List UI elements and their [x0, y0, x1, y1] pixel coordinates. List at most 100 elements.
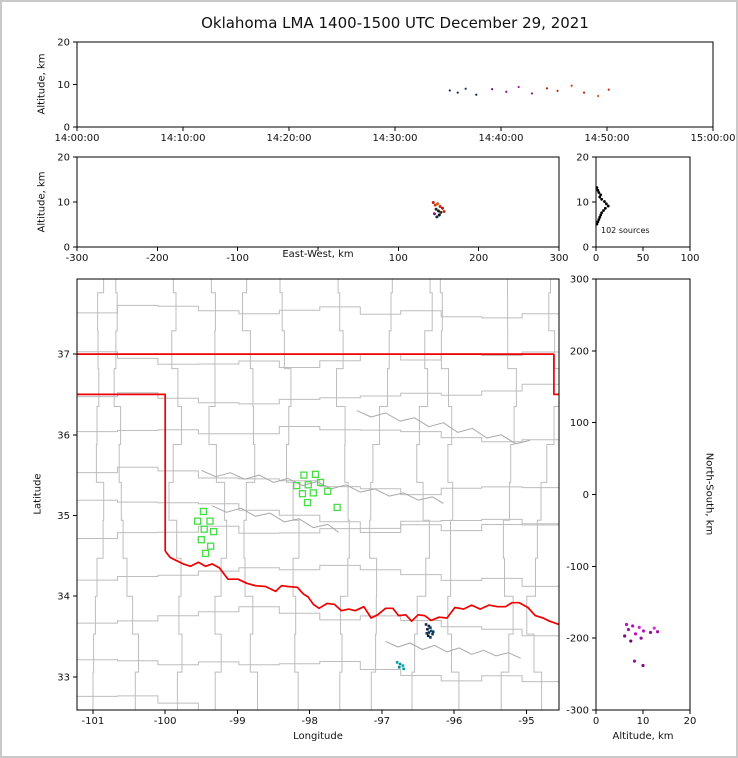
alt_histogram-frame	[595, 156, 691, 248]
svg-text:-100: -100	[566, 562, 589, 573]
scatter-point	[448, 89, 451, 92]
svg-text:0: 0	[64, 243, 70, 254]
scatter-point	[599, 213, 603, 217]
scatter-point	[437, 209, 440, 213]
lma-station-marker	[201, 549, 210, 558]
ns_height-panel: 0 10 20 300 200 100 0 -100 -200 -300	[566, 275, 696, 728]
scatter-point	[607, 88, 610, 91]
scatter-point	[491, 88, 494, 91]
scatter-point	[633, 632, 638, 636]
svg-text:10: 10	[576, 198, 589, 209]
lightning-source-point	[401, 664, 405, 667]
svg-text:-95: -95	[518, 716, 534, 727]
svg-text:-100: -100	[226, 253, 249, 264]
svg-text:35: 35	[57, 511, 70, 522]
scatter-point	[464, 87, 467, 90]
time_height-frame	[76, 41, 714, 128]
svg-text:-200: -200	[146, 253, 169, 264]
svg-text:10: 10	[57, 198, 70, 209]
scatter-point	[623, 634, 627, 638]
scatter-point	[596, 222, 599, 226]
scatter-point	[437, 213, 441, 217]
svg-text:0: 0	[64, 123, 70, 134]
lma-station-marker	[324, 487, 332, 495]
svg-text:0: 0	[593, 716, 599, 727]
svg-text:15:00:00: 15:00:00	[691, 133, 736, 144]
map-content	[77, 279, 559, 710]
svg-text:-101: -101	[82, 716, 105, 727]
scatter-point	[442, 209, 446, 213]
svg-text:200: 200	[469, 253, 488, 264]
scatter-point	[436, 202, 440, 206]
lightning-source-point	[431, 630, 435, 634]
scatter-point	[604, 206, 607, 210]
svg-text:10: 10	[57, 80, 70, 91]
lma-station-marker	[304, 481, 312, 489]
svg-text:20: 20	[57, 38, 70, 49]
svg-text:20: 20	[57, 153, 70, 164]
scatter-point	[545, 87, 549, 90]
ew_height-frame	[76, 156, 560, 248]
lightning-source-point	[426, 627, 429, 631]
scatter-point	[432, 212, 436, 216]
scatter-point	[631, 624, 635, 628]
lma-station-marker	[197, 536, 205, 544]
svg-text:20: 20	[684, 716, 697, 727]
lma-station-marker	[200, 525, 208, 533]
scatter-point	[624, 622, 629, 627]
scatter-point	[655, 630, 660, 634]
lightning-source-point	[397, 665, 401, 669]
scatter-point	[603, 200, 606, 203]
svg-text:34: 34	[57, 592, 70, 603]
svg-text:-96: -96	[446, 716, 462, 727]
svg-text:14:00:00: 14:00:00	[55, 133, 100, 144]
scatter-point	[599, 193, 603, 197]
scatter-point	[570, 84, 573, 87]
scatter-point	[530, 92, 534, 95]
lightning-source-point	[402, 667, 405, 671]
svg-text:-300: -300	[66, 253, 89, 264]
scatter-point	[505, 90, 508, 93]
svg-text:10: 10	[637, 716, 650, 727]
lma-station-marker	[316, 478, 325, 487]
svg-text:300: 300	[549, 253, 568, 264]
scatter-point	[441, 206, 445, 210]
svg-text:300: 300	[570, 275, 589, 286]
svg-text:0: 0	[583, 243, 589, 254]
lightning-source-point	[425, 632, 429, 635]
scatter-point	[456, 91, 459, 94]
scatter-point	[438, 205, 442, 208]
svg-text:-99: -99	[229, 716, 245, 727]
scatter-point	[596, 188, 600, 192]
scatter-point	[597, 191, 601, 194]
lma-station-marker	[298, 490, 307, 498]
svg-text:50: 50	[637, 253, 650, 264]
map-frame	[76, 278, 560, 711]
lma-station-marker	[207, 542, 215, 550]
scatter-point	[637, 625, 641, 629]
scatter-point	[632, 659, 637, 663]
lma-station-marker	[309, 489, 317, 497]
svg-text:14:10:00: 14:10:00	[161, 133, 206, 144]
ns_height-frame	[595, 278, 691, 711]
time_height-panel: 14:00:00 14:10:00 14:20:00 14:30:00 14:40:00…	[55, 38, 736, 145]
lightning-source-point	[429, 636, 432, 639]
lightning-source-point	[426, 634, 430, 638]
scatter-point	[582, 91, 586, 94]
lma-station-marker	[199, 507, 208, 516]
lightning-source-point	[424, 623, 428, 626]
scatter-point	[431, 200, 435, 204]
scatter-point	[596, 186, 599, 189]
ns_height-content	[623, 622, 660, 668]
lightning-source-point	[398, 662, 402, 666]
scatter-point	[435, 215, 439, 219]
svg-text:0: 0	[583, 490, 589, 501]
lma-station-marker	[293, 481, 301, 490]
scatter-point	[439, 210, 443, 214]
svg-text:200: 200	[570, 346, 589, 357]
lightning-source-point	[431, 632, 434, 636]
svg-text:14:20:00: 14:20:00	[267, 133, 312, 144]
svg-text:14:30:00: 14:30:00	[373, 133, 418, 144]
